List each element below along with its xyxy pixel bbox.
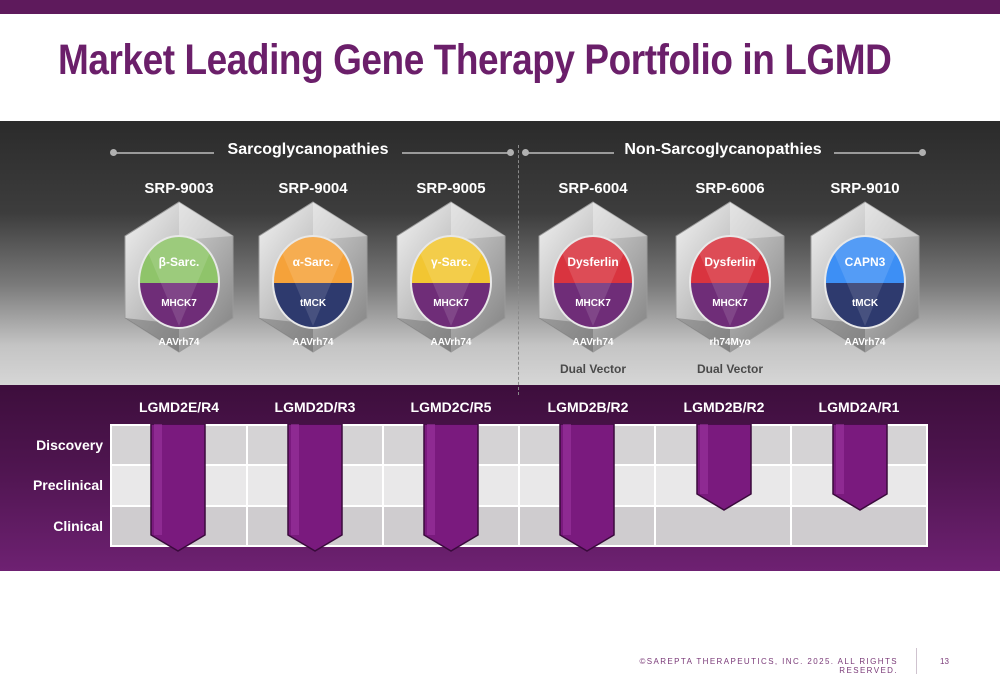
stage-label-clinical: Clinical: [53, 518, 103, 534]
promoter-label: tMCK: [300, 298, 327, 309]
group-line: [834, 152, 922, 154]
promoter-label: MHCK7: [161, 298, 197, 309]
capsid-label: AAVrh74: [431, 337, 472, 348]
indication-label: LGMD2E/R4: [138, 399, 220, 415]
transgene-label: γ-Sarc.: [431, 255, 471, 269]
construct-gem: CAPN3 tMCK AAVrh74: [809, 200, 921, 358]
page-number: 13: [940, 657, 949, 666]
transgene-label: Dysferlin: [567, 255, 618, 269]
copyright-notice: ©SAREPTA THERAPEUTICS, INC. 2025. ALL RI…: [639, 657, 898, 675]
stage-label-discovery: Discovery: [36, 437, 103, 453]
transgene-label: β-Sarc.: [159, 255, 200, 269]
construct-gem: γ-Sarc. MHCK7 AAVrh74: [395, 200, 507, 358]
program-code: SRP-9005: [416, 180, 486, 197]
transgene-label: Dysferlin: [704, 255, 755, 269]
indication-label: LGMD2C/R5: [410, 399, 492, 415]
transgene-label: CAPN3: [845, 255, 886, 269]
construct-gem: α-Sarc. tMCK AAVrh74: [257, 200, 369, 358]
construct-gem: β-Sarc. MHCK7 AAVrh74: [123, 200, 235, 358]
group-line: [402, 152, 510, 154]
program-code: SRP-6006: [695, 180, 765, 197]
stage-arrow: [695, 424, 752, 511]
group-dot: [919, 149, 926, 156]
program-code: SRP-9010: [830, 180, 900, 197]
program-code: SRP-9003: [144, 180, 214, 197]
capsid-label: AAVrh74: [845, 337, 886, 348]
transgene-label: α-Sarc.: [293, 255, 334, 269]
group-line: [114, 152, 214, 154]
top-accent-bar: [0, 0, 1000, 14]
capsid-label: AAVrh74: [159, 337, 200, 348]
group-label-non-sarcoglycanopathies: Non-Sarcoglycanopathies: [624, 141, 822, 158]
group-divider: [518, 145, 519, 395]
program-code: SRP-6004: [558, 180, 628, 197]
promoter-label: tMCK: [852, 298, 879, 309]
group-dot: [507, 149, 514, 156]
footer-divider: [916, 648, 917, 674]
grid-cell: [791, 505, 927, 546]
indication-label: LGMD2D/R3: [274, 399, 356, 415]
indication-label: LGMD2A/R1: [818, 399, 900, 415]
capsid-label: AAVrh74: [573, 337, 614, 348]
capsid-label: AAVrh74: [293, 337, 334, 348]
page-title: Market Leading Gene Therapy Portfolio in…: [58, 36, 892, 84]
stage-arrow: [150, 424, 206, 552]
group-label-sarcoglycanopathies: Sarcoglycanopathies: [227, 141, 389, 158]
construct-gem: Dysferlin MHCK7 rh74Myo: [674, 200, 786, 358]
stage-arrow: [286, 424, 343, 552]
group-line: [526, 152, 614, 154]
stage-arrow: [832, 424, 888, 511]
vector-note: Dual Vector: [559, 362, 627, 376]
stage-arrow: [559, 424, 615, 552]
promoter-label: MHCK7: [575, 298, 611, 309]
vector-note: Dual Vector: [696, 362, 764, 376]
capsid-label: rh74Myo: [709, 337, 750, 348]
group-dot: [110, 149, 117, 156]
construct-gem: Dysferlin MHCK7 AAVrh74: [537, 200, 649, 358]
group-dot: [522, 149, 529, 156]
promoter-label: MHCK7: [433, 298, 469, 309]
promoter-label: MHCK7: [712, 298, 748, 309]
program-code: SRP-9004: [278, 180, 348, 197]
indication-label: LGMD2B/R2: [547, 399, 629, 415]
pipeline-grid: [110, 424, 928, 547]
indication-label: LGMD2B/R2: [683, 399, 765, 415]
stage-label-preclinical: Preclinical: [32, 477, 103, 493]
stage-arrow: [423, 424, 479, 552]
